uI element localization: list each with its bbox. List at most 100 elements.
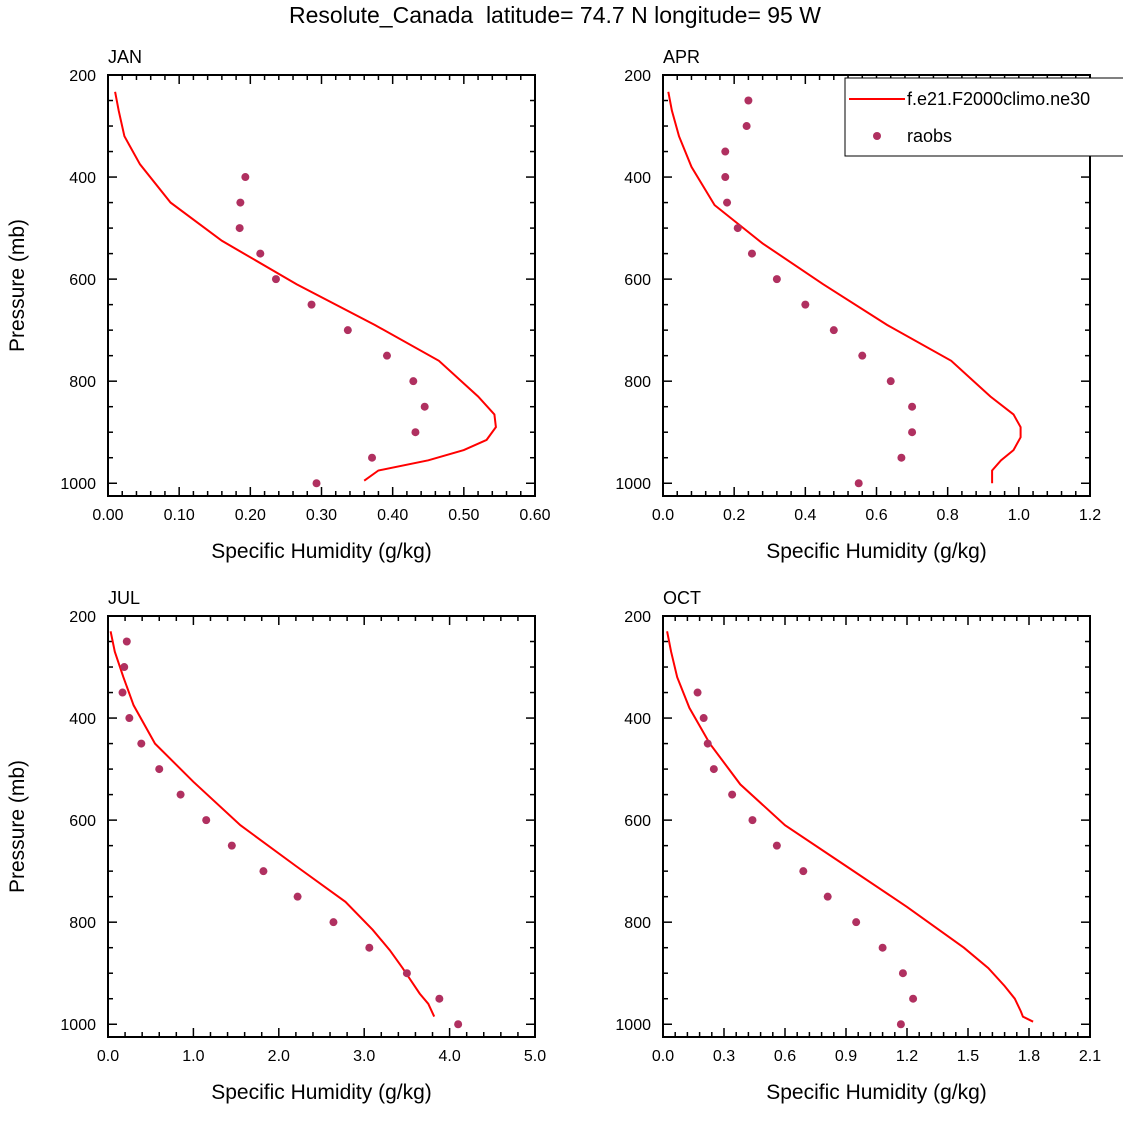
panel-jul-raobs-point bbox=[402, 969, 411, 978]
panel-apr-x-tick-label: 1.0 bbox=[1008, 507, 1030, 524]
panel-oct-x-axis-title: Specific Humidity (g/kg) bbox=[766, 1081, 987, 1104]
panel-oct-raobs-point bbox=[772, 841, 781, 850]
panel-jul-raobs-point bbox=[125, 714, 134, 723]
panel-jul-raobs-point bbox=[137, 739, 146, 748]
panel-apr-raobs-point bbox=[742, 122, 751, 131]
panel-jan-raobs-point bbox=[312, 479, 321, 488]
panel-jan-raobs-point bbox=[241, 173, 250, 182]
panel-oct-raobs-point bbox=[896, 1020, 905, 1029]
panel-jul-x-tick-label: 4.0 bbox=[438, 1048, 460, 1065]
panel-jul-raobs-point bbox=[176, 790, 185, 799]
panel-apr-raobs-point bbox=[721, 147, 730, 156]
panel-jan-x-axis-title: Specific Humidity (g/kg) bbox=[211, 540, 432, 563]
panel-apr-x-tick-label: 1.2 bbox=[1079, 507, 1101, 524]
panel-jul-x-tick-label: 1.0 bbox=[182, 1048, 204, 1065]
panel-jul-model-line bbox=[109, 631, 436, 1018]
panel-oct-y-tick-label: 400 bbox=[624, 711, 651, 728]
panel-oct-model-line bbox=[666, 631, 1034, 1023]
panel-oct-raobs-point bbox=[878, 943, 887, 952]
panel-jul-y-tick-label: 200 bbox=[69, 609, 96, 626]
panel-jan-y-axis-title: Pressure (mb) bbox=[6, 219, 29, 352]
panel-oct-x-tick-label: 2.1 bbox=[1079, 1048, 1101, 1065]
panel-jul-raobs-point bbox=[435, 994, 444, 1003]
panel-oct-raobs-point bbox=[852, 918, 861, 927]
panel-jan-y-tick-label: 800 bbox=[69, 374, 96, 391]
panel-jul-raobs-point bbox=[365, 943, 374, 952]
panel-jul-y-tick-label: 1000 bbox=[60, 1017, 96, 1034]
panel-jan-model-line bbox=[114, 91, 497, 482]
panel-apr-raobs-point bbox=[908, 428, 917, 437]
panel-oct-x-tick-label: 0.0 bbox=[652, 1048, 674, 1065]
panel-jan-label: JAN bbox=[108, 47, 142, 67]
panel-apr-x-tick-label: 0.2 bbox=[723, 507, 745, 524]
panel-oct-raobs-point bbox=[728, 790, 737, 799]
panel-oct-raobs-point bbox=[693, 688, 702, 697]
panel-jan-x-tick-label: 0.00 bbox=[92, 507, 123, 524]
panel-oct-label: OCT bbox=[663, 588, 701, 608]
panel-jul-raobs-point bbox=[454, 1020, 463, 1029]
panel-jul-raobs-point bbox=[122, 637, 131, 646]
panel-oct-y-tick-label: 800 bbox=[624, 915, 651, 932]
panel-apr-raobs-point bbox=[858, 351, 867, 360]
panel-oct-raobs-point bbox=[823, 892, 832, 901]
legend-box bbox=[844, 77, 1123, 157]
panel-apr-raobs-point bbox=[723, 198, 732, 207]
panel-oct-raobs-point bbox=[699, 714, 708, 723]
panel-apr-raobs-point bbox=[854, 479, 863, 488]
panel-jan-y-tick-label: 400 bbox=[69, 170, 96, 187]
panel-apr-x-tick-label: 0.6 bbox=[865, 507, 887, 524]
panel-oct-x-tick-label: 1.2 bbox=[896, 1048, 918, 1065]
panel-jan-raobs-point bbox=[343, 326, 352, 335]
panel-jul-x-tick-label: 2.0 bbox=[268, 1048, 290, 1065]
panel-jan-y-tick-label: 200 bbox=[69, 68, 96, 85]
panel-jul-y-axis-title: Pressure (mb) bbox=[6, 760, 29, 893]
panel-jul-y-tick-label: 400 bbox=[69, 711, 96, 728]
panel-apr-label: APR bbox=[663, 47, 700, 67]
panel-jan-x-tick-label: 0.10 bbox=[164, 507, 195, 524]
panel-oct-y-tick-label: 1000 bbox=[615, 1017, 651, 1034]
panel-jan-x-tick-label: 0.60 bbox=[519, 507, 550, 524]
panel-apr-raobs-point bbox=[744, 96, 753, 105]
panel-jul-x-axis-title: Specific Humidity (g/kg) bbox=[211, 1081, 432, 1104]
panel-apr-raobs-point bbox=[721, 173, 730, 182]
panel-apr-raobs-point bbox=[747, 249, 756, 258]
legend-label-raobs: raobs bbox=[907, 126, 952, 146]
panel-jul-raobs-point bbox=[202, 816, 211, 825]
panel-jan-raobs-point bbox=[411, 428, 420, 437]
panel-oct-raobs-point bbox=[898, 969, 907, 978]
panel-jul-raobs-point bbox=[118, 688, 127, 697]
panel-apr-raobs-point bbox=[908, 402, 917, 411]
panel-jan-raobs-point bbox=[409, 377, 418, 386]
panel-apr-raobs-point bbox=[886, 377, 895, 386]
legend-marker-swatch bbox=[873, 132, 881, 140]
panel-jul-x-tick-label: 0.0 bbox=[97, 1048, 119, 1065]
panel-apr-raobs-point bbox=[772, 275, 781, 284]
panel-jan-x-tick-label: 0.50 bbox=[448, 507, 479, 524]
panel-jan-y-tick-label: 1000 bbox=[60, 476, 96, 493]
panel-apr-raobs-point bbox=[897, 453, 906, 462]
panel-jul-raobs-point bbox=[120, 663, 129, 672]
panel-jul-y-tick-label: 600 bbox=[69, 813, 96, 830]
panel-jan-raobs-point bbox=[420, 402, 429, 411]
panel-jul-raobs-point bbox=[155, 765, 164, 774]
panel-oct-raobs-point bbox=[909, 994, 918, 1003]
panel-jan-raobs-point bbox=[256, 249, 265, 258]
panel-jul-raobs-point bbox=[293, 892, 302, 901]
panel-jan-raobs-point bbox=[307, 300, 316, 309]
panel-oct-y-tick-label: 600 bbox=[624, 813, 651, 830]
panel-jan-y-tick-label: 600 bbox=[69, 272, 96, 289]
panel-oct-raobs-point bbox=[703, 739, 712, 748]
panel-apr-y-tick-label: 1000 bbox=[615, 476, 651, 493]
panel-jul-y-tick-label: 800 bbox=[69, 915, 96, 932]
panel-oct-x-tick-label: 1.8 bbox=[1018, 1048, 1040, 1065]
panel-jan-raobs-point bbox=[368, 453, 377, 462]
panel-apr-model-line bbox=[667, 91, 1022, 484]
panel-jul-raobs-point bbox=[227, 841, 236, 850]
panel-jan-plot-frame bbox=[107, 74, 536, 497]
legend-label-model: f.e21.F2000climo.ne30 bbox=[907, 89, 1090, 109]
panel-jan-raobs-point bbox=[271, 275, 280, 284]
panel-jul-x-tick-label: 3.0 bbox=[353, 1048, 375, 1065]
panel-oct-raobs-point bbox=[799, 867, 808, 876]
panel-oct-x-tick-label: 0.3 bbox=[713, 1048, 735, 1065]
